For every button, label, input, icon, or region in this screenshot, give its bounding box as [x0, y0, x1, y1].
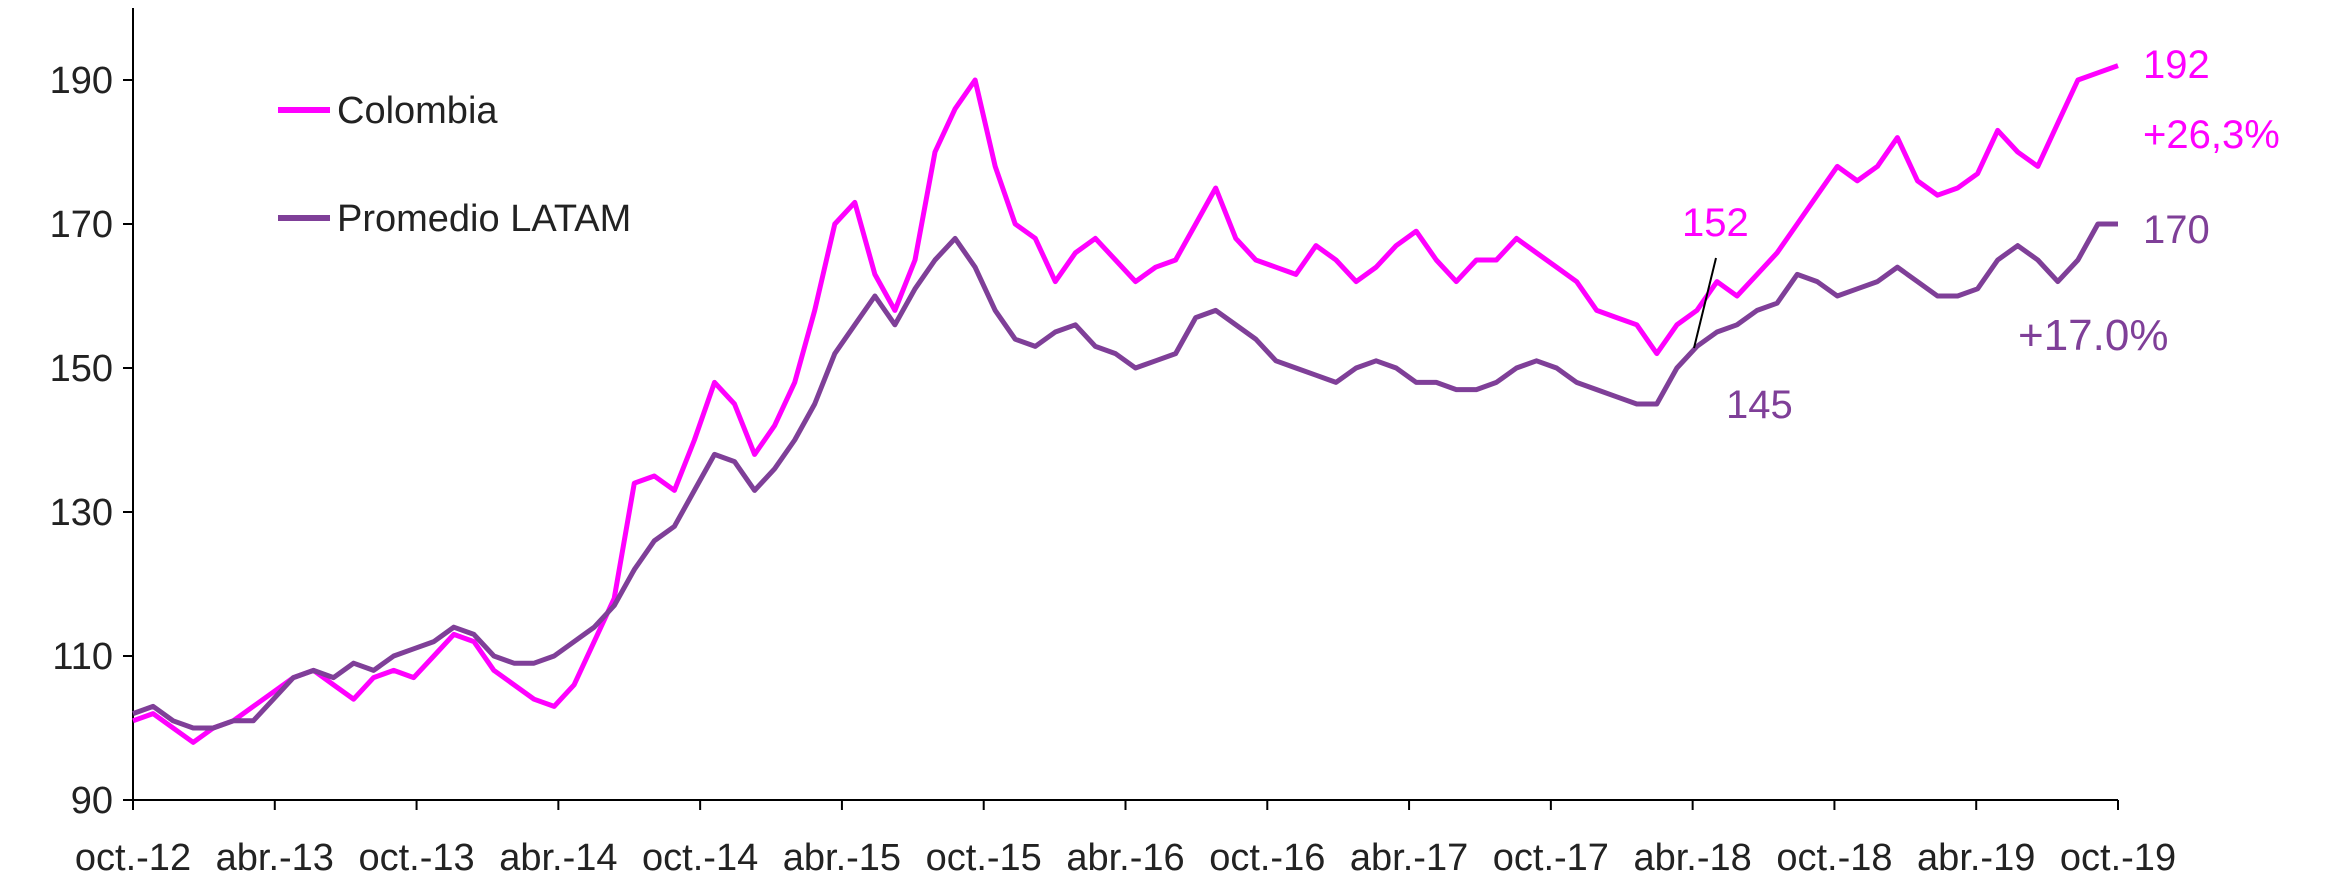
x-tick-label: abr.-13	[216, 837, 334, 877]
annotation-latam-low: 145	[1726, 383, 1793, 427]
x-tick-label: abr.-18	[1633, 837, 1751, 877]
y-tick-label: 110	[52, 636, 113, 678]
plot-area: 90 110 130 150 170 190 oct.-12 abr.-13 oct.-13 a…	[50, 8, 2176, 877]
x-ticks: oct.-12 abr.-13 oct.-13 abr.-14 oct.-14 abr.-…	[75, 800, 2176, 877]
y-tick-label: 170	[50, 204, 113, 246]
y-tick-label: 130	[50, 492, 113, 534]
legend-label-latam: Promedio LATAM	[337, 198, 631, 240]
annotation-latam-pct: +17.0%	[2018, 311, 2168, 360]
annotations: 192 +26,3% 170 +17.0% 152 145	[1682, 43, 2280, 427]
y-tick-label: 150	[50, 348, 113, 390]
legend: Colombia Promedio LATAM	[278, 90, 631, 240]
legend-label-colombia: Colombia	[337, 90, 498, 132]
series-lines	[132, 63, 2119, 745]
x-tick-label: oct.-16	[1209, 837, 1325, 877]
annotation-leader-line	[1693, 257, 1717, 349]
x-tick-label: oct.-13	[358, 837, 474, 877]
x-tick-label: oct.-17	[1493, 837, 1609, 877]
x-tick-label: abr.-15	[783, 837, 901, 877]
x-tick-label: oct.-19	[2060, 837, 2176, 877]
x-tick-label: abr.-17	[1350, 837, 1468, 877]
y-ticks: 90 110 130 150 170 190	[50, 60, 133, 822]
x-tick-label: oct.-14	[642, 837, 758, 877]
annotation-colombia-pct: +26,3%	[2143, 113, 2280, 157]
x-tick-label: abr.-19	[1917, 837, 2035, 877]
x-tick-label: oct.-18	[1776, 837, 1892, 877]
x-tick-label: abr.-16	[1066, 837, 1184, 877]
x-tick-label: oct.-12	[75, 837, 191, 877]
series-line-colombia	[132, 63, 2119, 745]
y-tick-label: 190	[50, 60, 113, 102]
series-line-promedio-latam	[132, 221, 2118, 731]
x-tick-label: oct.-15	[926, 837, 1042, 877]
annotation-colombia-low: 152	[1682, 201, 1749, 245]
annotation-colombia-end: 192	[2143, 43, 2210, 87]
annotation-latam-end: 170	[2143, 208, 2210, 252]
y-tick-label: 90	[71, 780, 113, 822]
x-tick-label: abr.-14	[499, 837, 617, 877]
